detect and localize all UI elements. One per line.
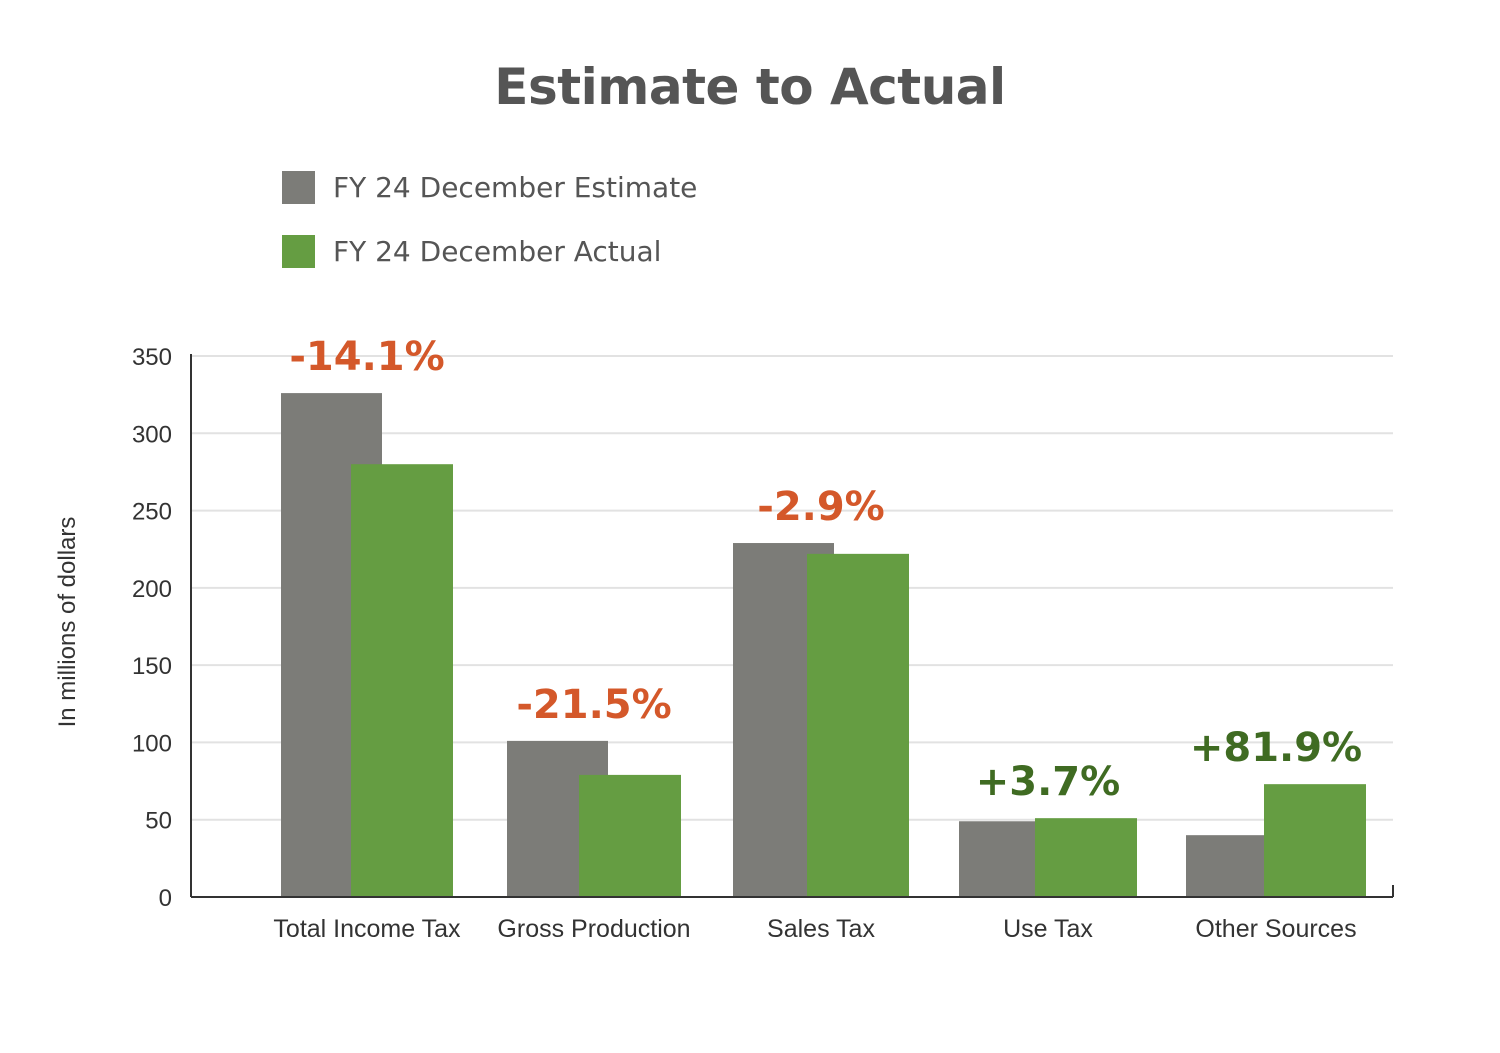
- y-tick-label: 200: [132, 576, 172, 603]
- y-tick-label: 350: [132, 344, 172, 371]
- x-tick-label: Gross Production: [497, 915, 690, 943]
- y-axis-label: In millions of dollars: [54, 517, 81, 728]
- legend-item-actual: FY 24 December Actual: [282, 234, 661, 268]
- y-tick-label: 300: [132, 421, 172, 448]
- x-tick-label: Other Sources: [1195, 915, 1356, 943]
- x-tick-label: Use Tax: [1003, 915, 1093, 943]
- data-annotation: -2.9%: [757, 484, 885, 530]
- legend-label-actual: FY 24 December Actual: [333, 234, 662, 268]
- x-tick-label: Sales Tax: [767, 915, 875, 943]
- x-tick-label: Total Income Tax: [273, 915, 461, 943]
- bar-actual-3: [1035, 818, 1137, 897]
- data-annotation: -14.1%: [289, 334, 444, 380]
- bar-actual-4: [1264, 784, 1366, 897]
- legend-label-estimate: FY 24 December Estimate: [333, 170, 698, 204]
- y-tick-label: 150: [132, 653, 172, 680]
- y-tick-label: 100: [132, 730, 172, 757]
- bar-actual-2: [807, 553, 909, 897]
- bar-actual-0: [351, 464, 453, 897]
- bar-actual-1: [579, 774, 681, 897]
- legend-item-estimate: FY 24 December Estimate: [282, 170, 697, 204]
- y-tick-label: 250: [132, 499, 172, 526]
- y-tick-label: 0: [159, 885, 172, 912]
- data-annotation: +3.7%: [976, 759, 1120, 805]
- legend-swatch-estimate: [282, 170, 315, 204]
- chart-title: Estimate to Actual: [494, 58, 1006, 116]
- legend-swatch-actual: [282, 234, 315, 268]
- data-annotation: -21.5%: [516, 682, 671, 728]
- y-tick-label: 50: [145, 808, 172, 835]
- data-annotation: +81.9%: [1190, 725, 1362, 771]
